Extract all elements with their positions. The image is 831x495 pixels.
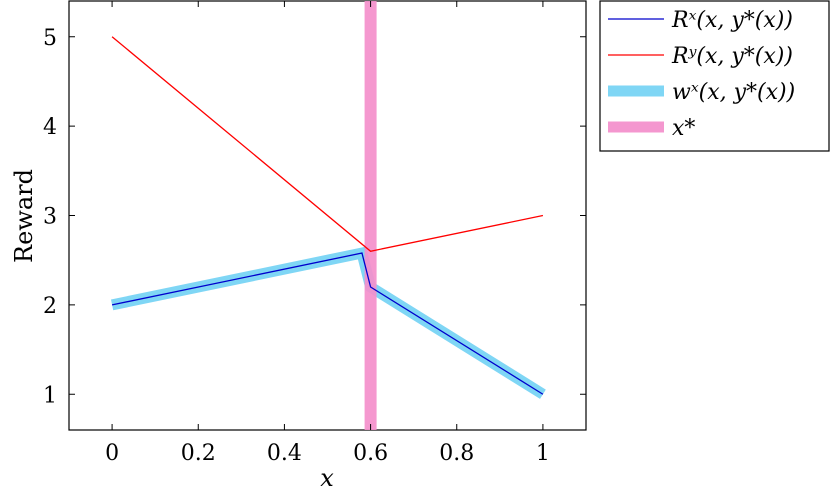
series-line-ry bbox=[111, 36, 544, 252]
legend-label: x* bbox=[672, 116, 695, 141]
y-axis-label: Reward bbox=[10, 169, 38, 263]
legend-item-wx: wˣ(x, y*(x)) bbox=[608, 80, 795, 105]
legend-label: wˣ(x, y*(x)) bbox=[672, 80, 795, 105]
x-axis-label: x bbox=[320, 464, 334, 492]
x-tick-label: 0.8 bbox=[439, 441, 474, 466]
x-tick-label: 0.4 bbox=[267, 441, 302, 466]
legend-label: Rˣ(x, y*(x)) bbox=[671, 8, 793, 33]
y-tick-label: 3 bbox=[43, 205, 57, 230]
x-tick-label: 0.2 bbox=[181, 441, 216, 466]
ticks-layer: 0 0.2 0.4 0.6 0.8 1 1 2 3 4 5 bbox=[43, 1, 586, 466]
y-tick-label: 2 bbox=[43, 294, 57, 319]
data-layer bbox=[110, 1, 546, 430]
series-line-wx bbox=[110, 246, 546, 399]
legend-item-xstar: x* bbox=[608, 116, 695, 141]
series-line-rx bbox=[111, 252, 544, 395]
x-tick-label: 1 bbox=[536, 441, 550, 466]
y-tick-label: 4 bbox=[43, 115, 57, 140]
x-tick-label: 0.6 bbox=[353, 441, 388, 466]
legend-item-ry: Rʸ(x, y*(x)) bbox=[608, 44, 793, 69]
legend-item-rx: Rˣ(x, y*(x)) bbox=[608, 8, 793, 33]
y-tick-label: 5 bbox=[43, 26, 57, 51]
legend-items: Rˣ(x, y*(x)) Rʸ(x, y*(x)) wˣ(x, y*(x)) x* bbox=[608, 8, 795, 141]
x-tick-label: 0 bbox=[105, 441, 119, 466]
y-tick-label: 1 bbox=[43, 383, 57, 408]
legend: Rˣ(x, y*(x)) Rʸ(x, y*(x)) wˣ(x, y*(x)) x* bbox=[599, 0, 830, 152]
legend-label: Rʸ(x, y*(x)) bbox=[671, 44, 793, 69]
series-band-xstar bbox=[364, 1, 377, 430]
